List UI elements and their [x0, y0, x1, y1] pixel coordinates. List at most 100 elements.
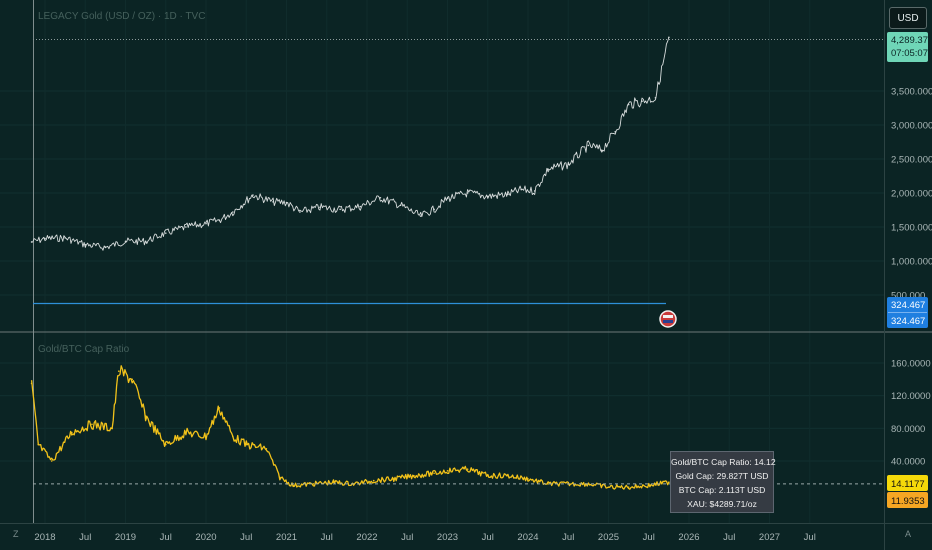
ratio-last-labels: 14.1177 11.9353 [887, 475, 928, 508]
time-tick-label: 2024 [517, 532, 538, 543]
data-point [292, 484, 295, 487]
time-tick-label: Jul [643, 532, 655, 543]
price-tick-label: 3,500.000 [891, 87, 932, 98]
data-point [278, 476, 281, 479]
data-point [272, 201, 274, 203]
currency-button[interactable]: USD [889, 7, 927, 29]
main-chart-title: LEGACY Gold (USD / OZ) · 1D · TVC [38, 11, 205, 22]
data-point [164, 232, 167, 234]
tooltip-btc-cap: BTC Cap: 2.113T USD [678, 485, 766, 495]
data-point [668, 36, 670, 39]
data-point [30, 382, 33, 385]
indicator-title: Gold/BTC Cap Ratio [38, 344, 130, 355]
data-point [71, 431, 73, 434]
log-scale-toggle[interactable]: Z [13, 529, 19, 539]
data-point [144, 415, 147, 417]
data-point [117, 370, 120, 372]
time-tick-label: 2018 [34, 532, 55, 543]
data-point [131, 378, 134, 381]
data-point [413, 474, 415, 477]
ratio-ref-bg [887, 492, 928, 508]
data-point [265, 447, 268, 450]
last-price-bg [887, 32, 928, 62]
data-point [205, 222, 207, 225]
data-point [641, 100, 643, 102]
tooltip-gold-cap: Gold Cap: 29.827T USD [675, 471, 769, 481]
tooltip-ratio: Gold/BTC Cap Ratio: 14.12 [671, 457, 776, 467]
data-point [393, 478, 395, 480]
data-point [533, 190, 536, 192]
time-tick-label: 2022 [356, 532, 377, 543]
data-point [185, 226, 187, 228]
data-point [627, 486, 630, 488]
data-point [104, 246, 107, 249]
time-tick-label: 2027 [759, 532, 780, 543]
data-point [466, 468, 469, 470]
time-tick-label: 2021 [276, 532, 297, 543]
data-point [30, 241, 33, 243]
time-tick-label: Jul [723, 532, 735, 543]
ratio-last-value: 14.1177 [891, 479, 925, 490]
time-tick-label: 2026 [678, 532, 699, 543]
data-point [547, 483, 549, 485]
series-line [31, 37, 670, 251]
data-point [627, 103, 630, 106]
data-point [668, 481, 670, 483]
data-point [419, 215, 422, 217]
price-tick-label: 2,500.000 [891, 155, 932, 166]
time-tick-label: 2020 [195, 532, 216, 543]
ratio-last-bg [887, 475, 928, 491]
data-point [252, 194, 254, 196]
tooltip-xau: XAU: $4289.71/oz [687, 499, 757, 509]
data-point [614, 131, 617, 133]
gold-price-series [30, 36, 670, 251]
data-point [446, 470, 449, 472]
data-point [144, 240, 147, 243]
data-point [245, 443, 248, 446]
last-price-value: 4,289.371 [891, 35, 932, 46]
ratio-tick-label: 80.0000 [891, 424, 925, 435]
data-point [218, 219, 221, 221]
time-tick-label: Jul [401, 532, 413, 543]
data-point [37, 443, 40, 446]
event-flag-icon[interactable] [659, 310, 677, 328]
data-point [50, 460, 53, 462]
data-point [507, 193, 509, 196]
data-point [600, 149, 603, 151]
data-point [232, 211, 234, 213]
data-point [232, 435, 234, 438]
time-tick-label: 2023 [437, 532, 458, 543]
data-point [185, 431, 187, 434]
data-point [446, 197, 449, 200]
time-tick-label: Jul [160, 532, 172, 543]
data-point [332, 481, 335, 484]
data-point [164, 443, 167, 446]
bar-countdown: 07:05:07 [891, 48, 928, 59]
auto-scale-toggle[interactable]: A [905, 529, 911, 539]
data-point [359, 205, 362, 208]
blue-line-value-2: 324.467 [891, 316, 925, 327]
data-point [64, 237, 66, 239]
time-tick-label: Jul [482, 532, 494, 543]
blue-line-labels: 324.467 324.467 [887, 297, 928, 328]
data-point [84, 243, 87, 246]
price-tick-label: 3,000.000 [891, 121, 932, 132]
price-tick-label: 500.000 [891, 291, 925, 302]
time-tick-label: Jul [804, 532, 816, 543]
last-price-label: 4,289.371 07:05:07 [887, 32, 932, 62]
price-tick-label: 1,000.000 [891, 257, 932, 268]
data-point [433, 208, 435, 211]
data-point [299, 211, 301, 213]
time-tick-label: Jul [562, 532, 574, 543]
data-point [372, 479, 375, 482]
data-point [587, 144, 590, 147]
data-point [399, 204, 402, 207]
data-point [91, 423, 93, 426]
time-axis[interactable]: 2018 Jul 2019 Jul 2020 Jul 2021 Jul 2022 Jul 2023 J… [34, 532, 815, 543]
data-point [567, 163, 570, 166]
price-tick-label: 2,000.000 [891, 189, 932, 200]
data-point [654, 97, 657, 99]
indicator-tooltip: Gold/BTC Cap Ratio: 14.12 Gold Cap: 29.8… [670, 451, 776, 513]
